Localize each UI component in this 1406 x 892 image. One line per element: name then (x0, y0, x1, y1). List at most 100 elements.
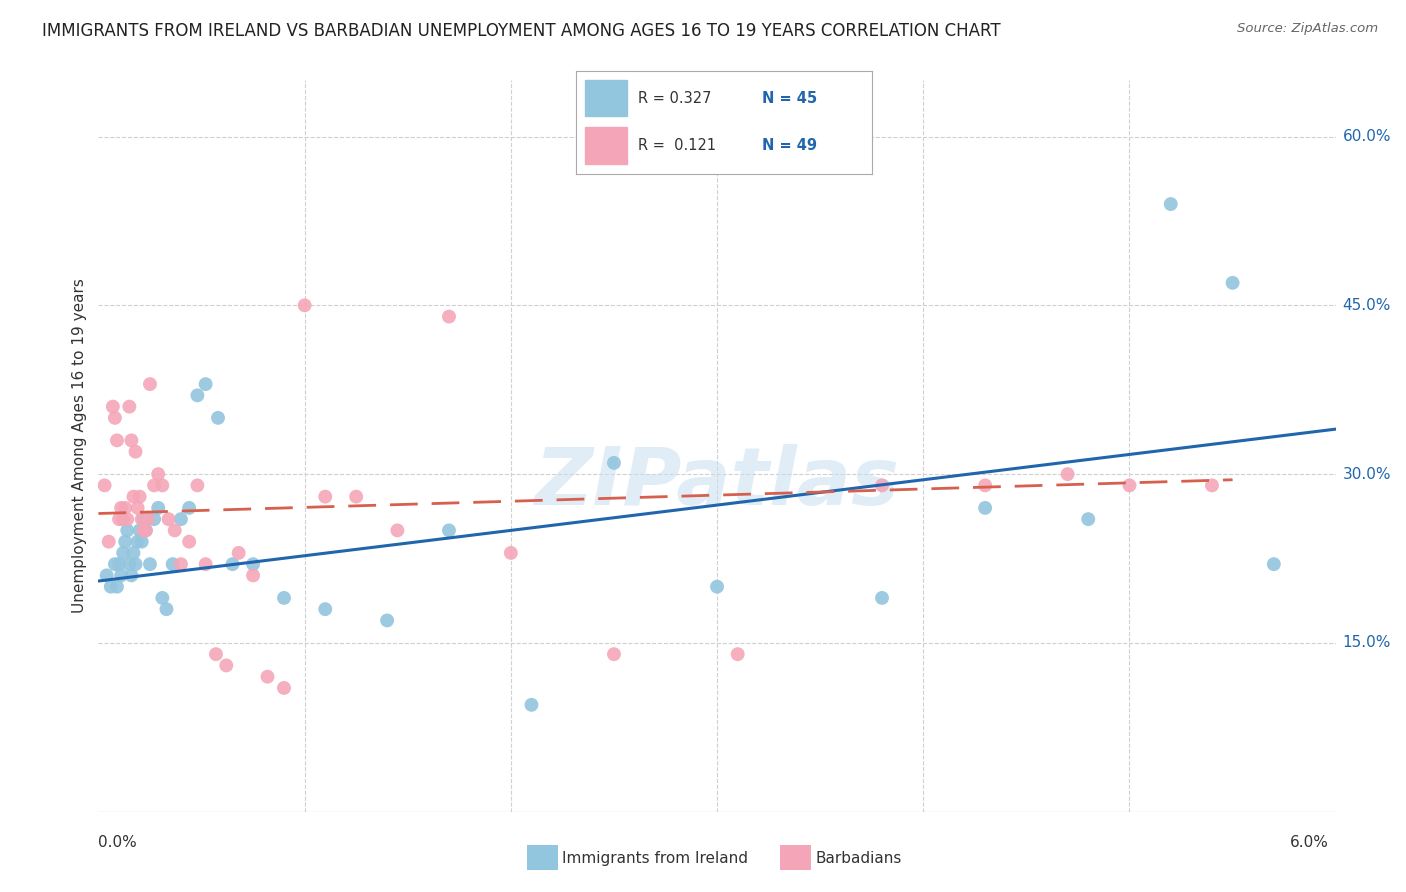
Point (437, 310, 460, 324)
Point (344, 490, 367, 504)
Text: Source: ZipAtlas.com: Source: ZipAtlas.com (1237, 22, 1378, 36)
Point (1056, 467, 1078, 482)
Point (132, 512, 155, 526)
Point (706, 580, 728, 594)
Point (387, 524, 409, 538)
Point (132, 524, 155, 538)
Point (256, 670, 278, 684)
Point (127, 500, 149, 515)
Point (127, 534, 149, 549)
Point (194, 377, 217, 392)
Point (135, 524, 157, 538)
Point (148, 500, 170, 515)
Point (870, 478, 893, 492)
Point (228, 546, 250, 560)
Point (205, 647, 228, 661)
Text: 60.0%: 60.0% (1343, 129, 1391, 144)
Point (118, 557, 141, 571)
Point (122, 490, 145, 504)
Point (273, 681, 295, 695)
Point (273, 591, 295, 605)
Point (136, 512, 159, 526)
Point (155, 602, 177, 616)
Text: R = 0.327: R = 0.327 (638, 90, 711, 105)
Point (108, 557, 131, 571)
Point (207, 410, 229, 425)
Point (124, 444, 146, 458)
Point (870, 591, 893, 605)
Point (96, 568, 118, 582)
Point (150, 591, 173, 605)
Point (100, 580, 122, 594)
Point (215, 658, 238, 673)
Point (114, 534, 136, 549)
Point (179, 500, 201, 515)
Point (1077, 512, 1099, 526)
Point (143, 478, 166, 492)
Point (186, 478, 208, 492)
Point (112, 546, 135, 560)
Point (974, 478, 997, 492)
Point (179, 534, 201, 549)
Point (499, 546, 522, 560)
Point (135, 524, 157, 538)
Text: ZIPatlas: ZIPatlas (534, 443, 900, 522)
Point (170, 557, 193, 571)
Point (93, 478, 115, 492)
Text: 45.0%: 45.0% (1343, 298, 1391, 313)
Point (117, 512, 139, 526)
Point (242, 568, 264, 582)
Point (108, 512, 131, 526)
Bar (585, 79, 627, 117)
Point (124, 557, 146, 571)
Point (148, 467, 170, 482)
Point (114, 500, 136, 515)
Text: Immigrants from Ireland: Immigrants from Ireland (562, 851, 748, 865)
Point (194, 557, 217, 571)
Bar (585, 127, 627, 163)
Point (162, 557, 184, 571)
Point (139, 557, 162, 571)
Point (294, 298, 316, 312)
Point (110, 568, 132, 582)
Text: 0.0%: 0.0% (98, 836, 138, 850)
Point (118, 400, 141, 414)
Point (120, 434, 142, 448)
Point (105, 434, 128, 448)
Y-axis label: Unemployment Among Ages 16 to 19 years: Unemployment Among Ages 16 to 19 years (72, 278, 87, 614)
Point (1201, 478, 1223, 492)
Point (1118, 478, 1140, 492)
Point (104, 557, 127, 571)
Point (112, 512, 135, 526)
Point (603, 647, 626, 661)
Point (437, 524, 460, 538)
Point (727, 647, 749, 661)
Text: IMMIGRANTS FROM IRELAND VS BARBADIAN UNEMPLOYMENT AMONG AGES 16 TO 19 YEARS CORR: IMMIGRANTS FROM IRELAND VS BARBADIAN UNE… (42, 22, 1001, 40)
Point (1160, 197, 1182, 211)
Point (97, 534, 120, 549)
Point (120, 568, 142, 582)
Point (128, 490, 150, 504)
Point (157, 512, 180, 526)
Text: 6.0%: 6.0% (1289, 836, 1329, 850)
Point (117, 524, 139, 538)
Point (101, 400, 124, 414)
Point (1263, 557, 1285, 571)
Point (375, 614, 398, 628)
Point (170, 512, 193, 526)
Text: N = 49: N = 49 (762, 137, 817, 153)
Point (974, 500, 997, 515)
Point (131, 512, 153, 526)
Point (221, 557, 243, 571)
Point (314, 602, 336, 616)
Point (128, 524, 150, 538)
Point (603, 456, 626, 470)
Point (131, 534, 153, 549)
Point (143, 512, 166, 526)
Point (105, 580, 128, 594)
Point (104, 410, 127, 425)
Text: 30.0%: 30.0% (1343, 467, 1391, 482)
Point (139, 377, 162, 392)
Text: Barbadians: Barbadians (815, 851, 901, 865)
Point (314, 490, 336, 504)
